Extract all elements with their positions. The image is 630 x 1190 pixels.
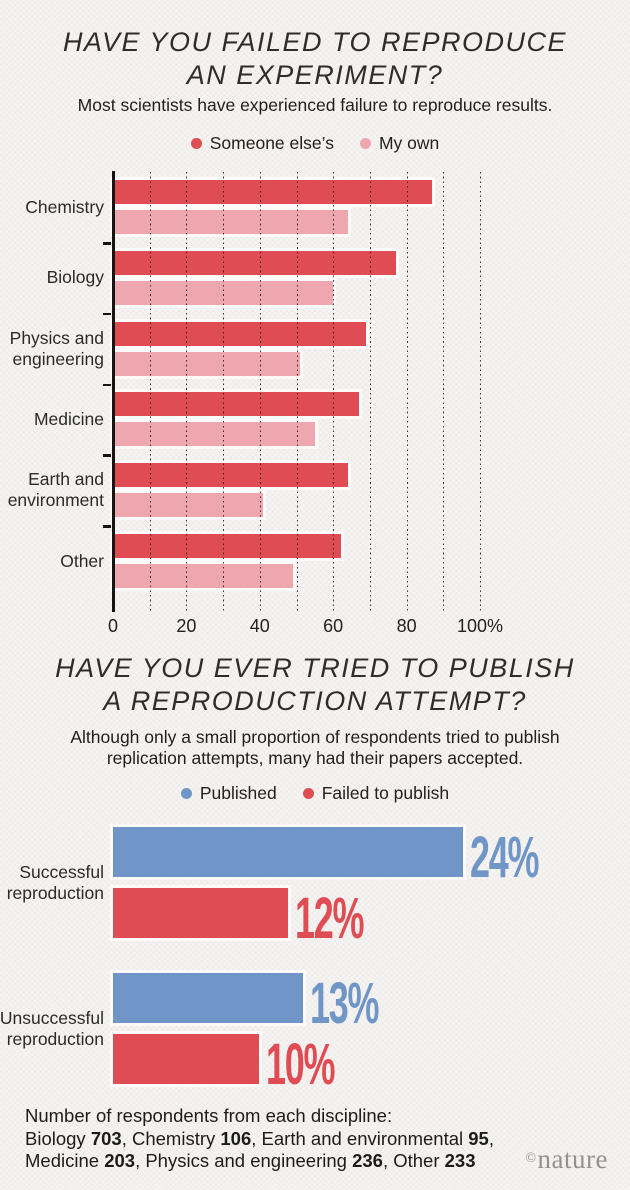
- gridline: [333, 172, 335, 612]
- legend-item: Someone else’s: [190, 133, 334, 154]
- category-label: Earth and environment: [7, 469, 104, 511]
- legend-item: My own: [359, 133, 440, 154]
- respondents-line: Medicine 203, Physics and engineering 23…: [25, 1150, 476, 1171]
- bar-someone-elses: [113, 534, 341, 558]
- bar-value-label: 24%: [469, 825, 539, 890]
- nature-logo-text: nature: [537, 1144, 608, 1174]
- bar-value-label: 10%: [265, 1032, 335, 1097]
- respondents-intro: Number of respondents from each discipli…: [25, 1105, 393, 1126]
- bar-failed-to-publish: [113, 888, 288, 938]
- bar-value-label: 13%: [309, 971, 379, 1036]
- chart1-y-axis-line: [111, 171, 115, 612]
- gridline: [369, 172, 371, 612]
- legend-dot-icon: [302, 788, 314, 799]
- category-label: Biology: [46, 267, 104, 288]
- axis-group-tick: [103, 525, 111, 528]
- category-label: Physics and engineering: [9, 327, 104, 369]
- chart2-title: HAVE YOU EVER TRIED TO PUBLISH A REPRODUC…: [0, 652, 630, 718]
- chart2-subtitle-line1: Although only a small proportion of resp…: [70, 727, 560, 747]
- axis-tick-label: 0: [107, 616, 119, 636]
- axis-tick-label: 100%: [456, 616, 504, 636]
- axis-tick-label: 20: [176, 616, 197, 636]
- bar-my-own: [113, 493, 264, 518]
- bar-my-own: [113, 422, 315, 447]
- bar-failed-to-publish: [113, 1034, 259, 1084]
- row-label: Unsuccessful reproduction: [0, 1007, 104, 1049]
- axis-tick-label: 40: [249, 616, 270, 636]
- legend-item: Published: [180, 783, 277, 804]
- axis-group-tick: [103, 242, 111, 245]
- gridline: [443, 172, 445, 612]
- chart1-title-line1: HAVE YOU FAILED TO REPRODUCE: [62, 27, 568, 57]
- respondents-note: Number of respondents from each discipli…: [25, 1105, 605, 1173]
- chart1-title-line2: AN EXPERIMENT?: [186, 60, 444, 90]
- chart2-subtitle: Although only a small proportion of resp…: [0, 727, 630, 769]
- chart1-subtitle: Most scientists have experienced failure…: [77, 95, 553, 115]
- axis-tick-label: 80: [396, 616, 417, 636]
- row-label: Successful reproduction: [6, 861, 104, 903]
- bar-value-label: 12%: [294, 886, 364, 951]
- category-label: Medicine: [33, 408, 104, 429]
- bar-published: [113, 827, 463, 877]
- legend-label: My own: [378, 133, 440, 153]
- legend-dot-icon: [359, 138, 371, 149]
- chart1-plot-area: [103, 171, 613, 614]
- bar-someone-elses: [113, 250, 396, 275]
- axis-group-tick: [103, 454, 111, 457]
- category-label: Other: [60, 550, 104, 571]
- chart2-legend: Published Failed to publish: [0, 783, 630, 804]
- bar-my-own: [113, 351, 301, 376]
- axis-tick-label: 60: [323, 616, 344, 636]
- chart2-title-line1: HAVE YOU EVER TRIED TO PUBLISH: [55, 653, 575, 683]
- gridline: [149, 172, 151, 612]
- bar-published: [113, 973, 303, 1023]
- gridline: [406, 172, 408, 612]
- legend-label: Failed to publish: [321, 783, 450, 803]
- legend-dot-icon: [180, 788, 192, 799]
- axis-group-tick: [103, 383, 111, 387]
- chart2-plot-area: 24% 12% 13% 10%: [113, 825, 630, 1094]
- gridline: [480, 172, 481, 612]
- legend-dot-icon: [190, 138, 202, 149]
- bar-someone-elses: [113, 463, 348, 488]
- legend-label: Published: [199, 783, 277, 803]
- bar-my-own: [113, 564, 293, 588]
- bar-someone-elses: [113, 392, 359, 417]
- category-label: Chemistry: [25, 196, 104, 217]
- respondents-counts: Biology 703, Chemistry 106, Earth and en…: [25, 1128, 605, 1173]
- bar-someone-elses: [113, 180, 433, 204]
- chart2-title-line2: A REPRODUCTION ATTEMPT?: [103, 686, 527, 716]
- bar-my-own: [113, 210, 348, 234]
- chart1-title: HAVE YOU FAILED TO REPRODUCE AN EXPERIMEN…: [0, 26, 630, 92]
- gridline: [296, 172, 298, 612]
- axis-group-tick: [103, 312, 111, 316]
- copyright-icon: ©: [525, 1151, 537, 1166]
- legend-item: Failed to publish: [302, 783, 450, 804]
- bar-someone-elses: [113, 321, 367, 346]
- chart1-legend: Someone else’s My own: [0, 133, 630, 154]
- gridline: [223, 172, 225, 612]
- legend-label: Someone else’s: [209, 133, 334, 153]
- gridline: [186, 172, 188, 612]
- gridline: [259, 172, 261, 612]
- respondents-line: Biology 703, Chemistry 106, Earth and en…: [25, 1127, 494, 1149]
- nature-logo: ©nature: [525, 1144, 608, 1175]
- chart2-subtitle-line2: replication attempts, many had their pap…: [106, 748, 524, 768]
